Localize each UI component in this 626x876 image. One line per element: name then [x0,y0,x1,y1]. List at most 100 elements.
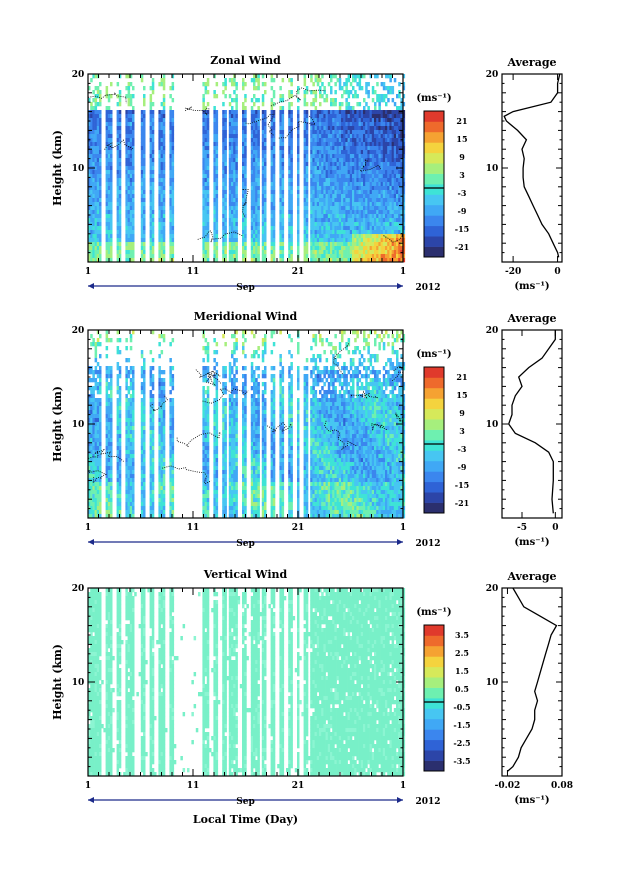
y-axis-label: Height (km) [51,386,64,462]
colorbar-swatch [424,698,444,709]
colorbar-swatch [424,481,444,493]
colorbar-swatch [424,367,444,378]
colorbar-tick-label: 1.5 [455,666,469,676]
month-arrow-right [397,797,403,803]
colorbar-tick-label: -0.5 [453,702,470,712]
colorbar-tick-label: 3 [459,426,465,436]
colorbar-tick-label: -3 [458,188,467,198]
x-axis-label: Local Time (Day) [193,813,298,826]
average-x-tick-label: 0.08 [551,781,573,791]
colorbar-tick-label: -9 [458,206,467,216]
heatmap-cells [88,588,406,777]
colorbar-tick-label: 2.5 [455,648,469,658]
colorbar-swatch [424,718,444,730]
colorbar-swatch [424,708,444,720]
x-tick-label: 1 [85,781,91,791]
colorbar-tick-label: -3 [458,444,467,454]
x-tick-label: 11 [187,267,200,277]
average-profile-line [503,73,561,258]
average-y-tick-label: 10 [486,420,499,430]
colorbar-tick-label: 15 [456,134,467,144]
average-x-tick-label: -5 [517,523,527,533]
y-tick-label: 10 [72,678,85,688]
colorbar-swatch [424,739,444,751]
x-tick-label: 21 [292,267,305,277]
average-y-tick-label: 20 [486,326,499,336]
year-label: 2012 [415,283,440,293]
colorbar-swatch [424,471,444,483]
average-profile-line [507,587,558,772]
x-tick-label: 21 [292,781,305,791]
average-x-unit: (ms⁻¹) [514,795,549,806]
colorbar-tick-label: -21 [455,242,469,252]
year-label: 2012 [415,797,440,807]
average-x-unit: (ms⁻¹) [514,537,549,548]
average-ticks [502,329,562,519]
colorbar-swatch [424,492,444,503]
month-label: Sep [236,283,255,293]
average-y-tick-label: 10 [486,678,499,688]
average-ticks [502,587,563,777]
average-title: Average [506,56,556,69]
colorbar-swatch [424,377,444,389]
x-tick-label: 11 [187,523,200,533]
average-x-tick-label: 0 [552,523,558,533]
colorbar-swatch [424,173,444,185]
year-label: 2012 [415,539,440,549]
colorbar-frame [423,624,445,772]
y-tick-label: 20 [72,70,85,80]
panel-title: Zonal Wind [210,54,281,67]
colorbar-tick-label: 21 [456,372,467,382]
colorbar-tick-label: -3.5 [453,756,470,766]
x-tick-label: 1 [400,781,406,791]
colorbar-swatch [424,729,444,741]
month-label: Sep [236,797,255,807]
colorbar-frame [423,366,445,514]
y-tick-label: 10 [72,164,85,174]
heatmap-cells [88,330,406,519]
x-tick-label: 1 [85,523,91,533]
colorbar-tick-label: 3 [459,170,465,180]
y-ticks [88,587,403,777]
colorbar-swatch [424,246,444,258]
colorbar-unit: (ms⁻¹) [416,607,451,618]
colorbar-swatch [424,645,444,657]
y-ticks [88,73,403,263]
colorbar-tick-label: -2.5 [453,738,470,748]
average-panel: Average 10 20 -0.02 0.08(ms⁻¹) [486,570,573,806]
colorbar-swatch [424,440,444,451]
y-tick-label: 20 [72,584,85,594]
colorbar-swatch [424,502,444,514]
colorbar-tick-label: 9 [459,152,465,162]
average-x-tick-label: 0 [554,267,560,277]
month-arrow-left [88,797,94,803]
y-axis-label: Height (km) [51,644,64,720]
x-ticks [87,74,404,262]
colorbar-swatch [424,408,444,420]
colorbar-swatch [424,111,444,122]
average-y-tick-label: 10 [486,164,499,174]
x-ticks [87,330,404,518]
heatmap-cells [88,74,406,263]
colorbar-swatch [424,687,444,699]
colorbar-swatch [424,225,444,237]
month-label: Sep [236,539,255,549]
average-x-tick-label: -20 [505,267,521,277]
colorbar-swatch [424,760,444,772]
colorbar-swatch [424,142,444,154]
colorbar: (ms⁻¹) 3.5 2.5 1.5 0.5 -0.5 -1.5 -2.5 -3.5 [416,607,471,772]
average-frame [501,73,563,263]
colorbar-swatch [424,677,444,688]
colorbar-swatch [424,184,444,195]
colorbar-swatch [424,429,444,441]
colorbar-swatch [424,163,444,174]
colorbar-tick-label: 15 [456,390,467,400]
colorbar-unit: (ms⁻¹) [416,349,451,360]
colorbar-frame [423,110,445,258]
x-ticks [87,588,404,776]
colorbar-tick-label: 0.5 [455,684,469,694]
month-arrow-left [88,539,94,545]
